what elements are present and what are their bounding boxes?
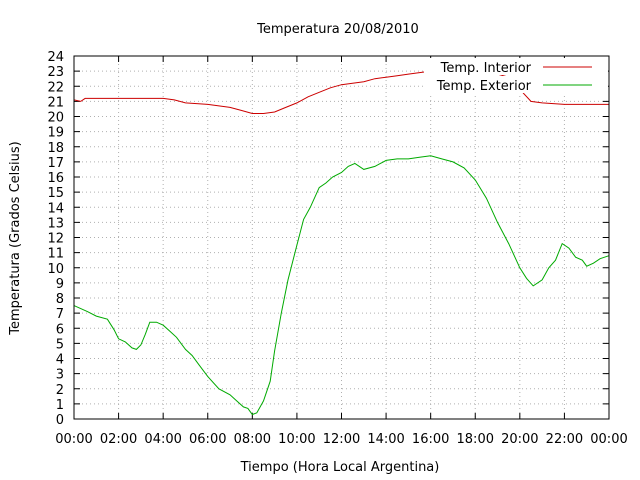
x-tick-label: 06:00 bbox=[189, 432, 226, 447]
y-tick-label: 7 bbox=[56, 307, 64, 322]
y-tick-label: 20 bbox=[47, 111, 64, 126]
y-tick-label: 22 bbox=[47, 80, 64, 95]
grid-lines bbox=[74, 56, 609, 419]
plot-border bbox=[73, 55, 610, 420]
y-tick-label: 19 bbox=[47, 126, 64, 141]
legend-label-exterior: Temp. Exterior bbox=[436, 79, 532, 94]
x-tick-label: 02:00 bbox=[100, 432, 137, 447]
series-line-exterior bbox=[73, 155, 610, 416]
legend-background bbox=[424, 58, 608, 75]
x-tick-label: 04:00 bbox=[144, 432, 181, 447]
y-axis-label: Temperatura (Grados Celsius) bbox=[8, 141, 23, 335]
chart-title: Temperatura 20/08/2010 bbox=[256, 22, 419, 37]
y-tick-label: 14 bbox=[47, 201, 64, 216]
y-tick-label: 16 bbox=[47, 171, 64, 186]
y-tick-label: 10 bbox=[47, 262, 64, 277]
x-tick-label: 00:00 bbox=[55, 432, 92, 447]
legend-background bbox=[424, 76, 608, 93]
x-tick-label: 18:00 bbox=[457, 432, 494, 447]
y-tick-label: 11 bbox=[47, 247, 64, 262]
x-tick-label: 20:00 bbox=[501, 432, 538, 447]
y-tick-label: 3 bbox=[56, 368, 64, 383]
y-tick-label: 6 bbox=[56, 322, 64, 337]
y-tick-label: 1 bbox=[56, 398, 64, 413]
y-tick-label: 12 bbox=[47, 232, 64, 247]
y-tick-label: 9 bbox=[56, 277, 64, 292]
y-tick-label: 17 bbox=[47, 156, 64, 171]
y-tick-label: 13 bbox=[47, 216, 64, 231]
x-tick-label: 22:00 bbox=[546, 432, 583, 447]
x-tick-label: 10:00 bbox=[278, 432, 315, 447]
legend-label-interior: Temp. Interior bbox=[440, 61, 532, 76]
y-tick-label: 24 bbox=[47, 50, 64, 65]
x-tick-label: 16:00 bbox=[412, 432, 449, 447]
y-tick-label: 4 bbox=[56, 353, 64, 368]
y-tick-label: 2 bbox=[56, 383, 64, 398]
data-series bbox=[73, 70, 610, 416]
x-axis-label: Tiempo (Hora Local Argentina) bbox=[240, 460, 440, 475]
x-tick-label: 00:00 bbox=[590, 432, 627, 447]
x-tick-label: 12:00 bbox=[323, 432, 360, 447]
x-axis-ticks: 00:00 02:00 04:00 06:00 08:00 10:00 12:00 14:00… bbox=[55, 56, 628, 447]
y-tick-label: 8 bbox=[56, 292, 64, 307]
x-tick-label: 14:00 bbox=[367, 432, 404, 447]
legend: Temp. Interior Temp. Exterior bbox=[424, 58, 608, 94]
y-tick-label: 0 bbox=[56, 413, 64, 428]
y-tick-label: 23 bbox=[47, 65, 64, 80]
y-tick-label: 15 bbox=[47, 186, 64, 201]
x-tick-label: 08:00 bbox=[234, 432, 271, 447]
series-line-interior bbox=[73, 70, 609, 114]
y-tick-label: 5 bbox=[56, 337, 64, 352]
y-tick-label: 18 bbox=[47, 141, 64, 156]
y-tick-label: 21 bbox=[47, 95, 64, 110]
